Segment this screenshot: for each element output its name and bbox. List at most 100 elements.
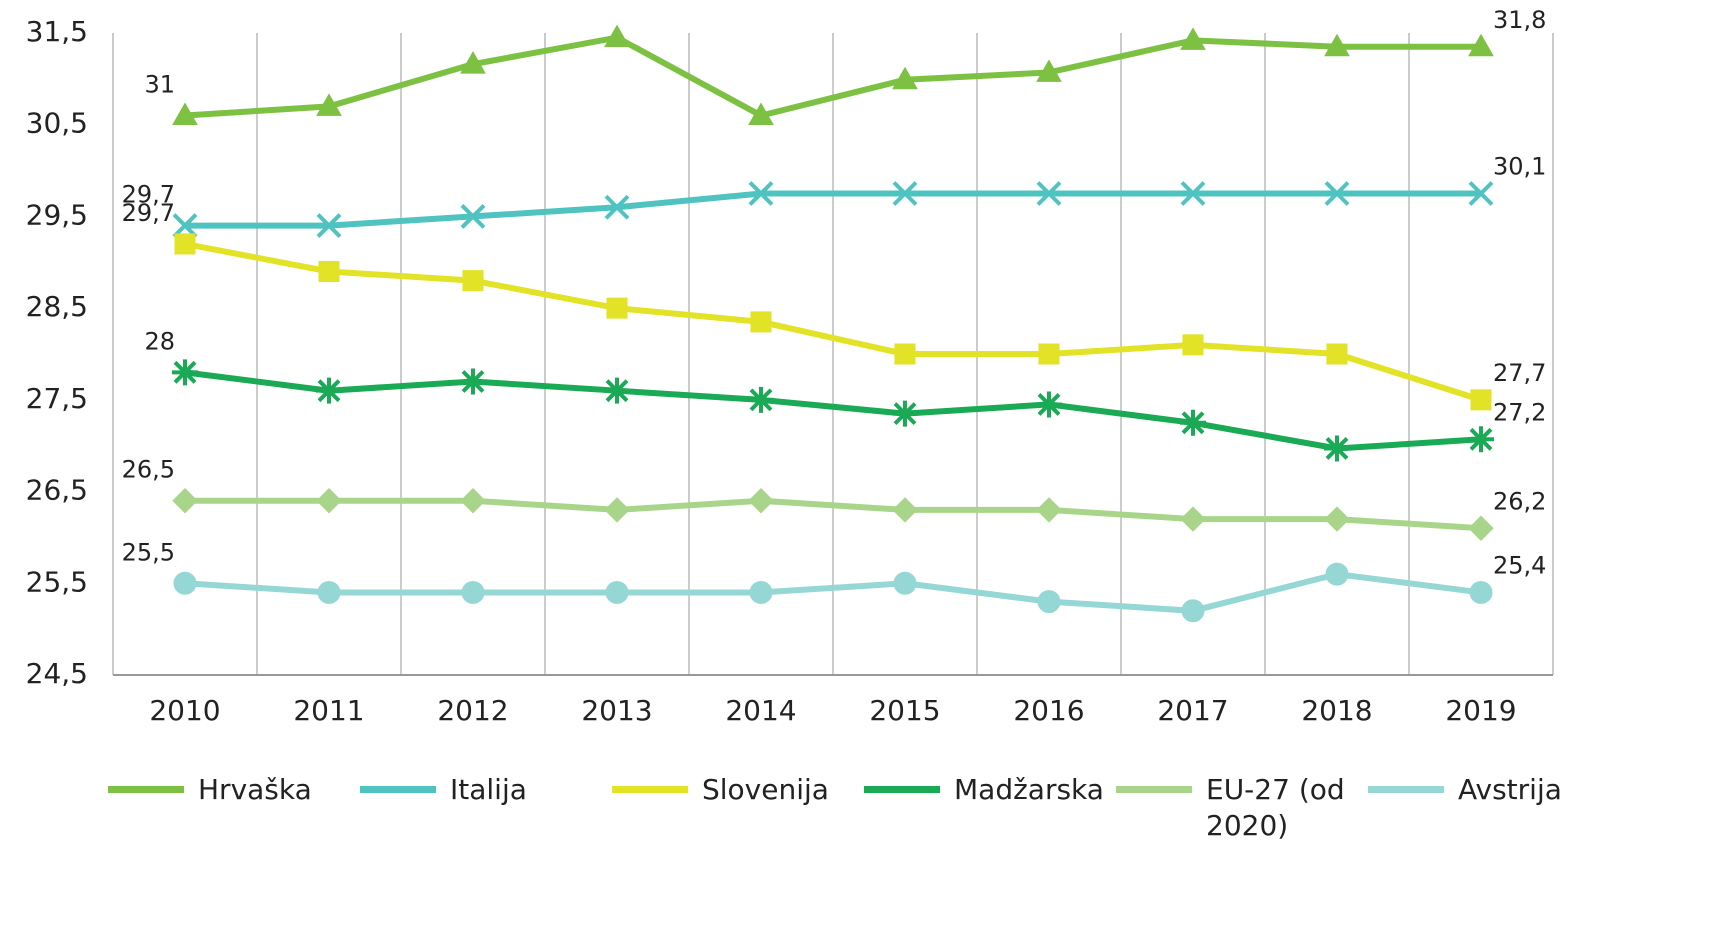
marker: [1468, 181, 1494, 206]
data-annotation: 31,8: [1493, 6, 1546, 34]
legend-label: Hrvaška: [198, 773, 312, 806]
marker: [461, 580, 485, 604]
legend-swatch: [360, 786, 436, 793]
y-tick-label: 25,5: [26, 565, 88, 598]
marker: [316, 213, 342, 239]
x-tick-label: 2010: [149, 694, 220, 727]
marker: [1036, 391, 1062, 418]
marker: [892, 400, 918, 427]
marker: [172, 488, 198, 514]
marker: [749, 580, 773, 604]
data-annotation: 30,1: [1493, 153, 1546, 181]
y-tick-label: 26,5: [26, 474, 88, 507]
legend-item: Madžarska: [864, 772, 1114, 808]
marker: [1036, 181, 1062, 206]
x-tick-label: 2011: [293, 694, 364, 727]
x-tick-label: 2017: [1157, 694, 1228, 727]
marker: [748, 386, 774, 413]
marker: [1180, 181, 1206, 206]
marker: [604, 497, 630, 523]
series-line: [185, 190, 1481, 229]
marker: [462, 270, 484, 292]
marker: [1324, 506, 1350, 532]
y-tick-label: 24,5: [26, 657, 88, 690]
marker: [174, 233, 196, 255]
legend-label: Madžarska: [954, 773, 1104, 806]
marker: [1038, 343, 1060, 365]
x-tick-label: 2016: [1013, 694, 1084, 727]
marker: [892, 181, 918, 206]
marker: [893, 571, 917, 595]
x-tick-label: 2019: [1445, 694, 1516, 727]
marker: [1324, 435, 1350, 462]
legend-label: Italija: [450, 773, 527, 806]
marker: [1469, 580, 1493, 604]
marker: [604, 377, 630, 404]
marker: [1037, 590, 1061, 614]
marker: [1324, 181, 1350, 206]
marker: [318, 260, 340, 282]
data-annotation: 29,7: [122, 181, 175, 209]
marker: [317, 580, 341, 604]
marker: [173, 571, 197, 595]
marker: [605, 580, 629, 604]
x-tick-label: 2013: [581, 694, 652, 727]
y-tick-label: 28,5: [26, 290, 88, 323]
data-annotation: 27,7: [1493, 359, 1546, 387]
data-annotation: 25,5: [122, 538, 175, 566]
series-line: [184, 369, 1482, 452]
marker: [604, 24, 630, 48]
marker: [1470, 389, 1492, 411]
data-annotation: 26,2: [1493, 487, 1546, 515]
marker: [1036, 497, 1062, 523]
x-tick-label: 2018: [1301, 694, 1372, 727]
marker: [1036, 59, 1062, 82]
legend-label: Slovenija: [702, 773, 829, 806]
marker: [172, 359, 198, 386]
legend-label: EU-27 (od 2020): [1206, 773, 1345, 842]
marker: [172, 213, 198, 239]
legend-item: Avstrija: [1368, 772, 1618, 808]
x-tick-label: 2014: [725, 694, 796, 727]
y-tick-label: 30,5: [26, 107, 88, 140]
legend-swatch: [1116, 786, 1192, 793]
marker: [460, 51, 486, 74]
legend-label: Avstrija: [1458, 773, 1562, 806]
legend-swatch: [108, 786, 184, 793]
y-tick-label: 29,5: [26, 198, 88, 231]
y-tick-label: 31,5: [26, 15, 88, 48]
marker: [748, 488, 774, 514]
y-tick-label: 27,5: [26, 382, 88, 415]
marker: [460, 204, 486, 229]
marker: [316, 377, 342, 404]
marker: [892, 66, 918, 90]
data-annotation: 29,7: [122, 199, 175, 227]
marker: [1180, 506, 1206, 532]
x-tick-label: 2015: [869, 694, 940, 727]
marker: [1182, 334, 1204, 356]
marker: [172, 102, 198, 126]
data-annotation: 27,2: [1493, 398, 1546, 426]
data-annotation: 25,4: [1493, 551, 1546, 579]
legend-item: Italija: [360, 772, 610, 808]
marker: [1325, 562, 1349, 586]
data-annotation: 31: [144, 71, 175, 99]
legend-item: Hrvaška: [108, 772, 358, 808]
marker: [1324, 33, 1350, 57]
marker: [1180, 409, 1206, 436]
legend-swatch: [1368, 786, 1444, 793]
marker: [1468, 33, 1494, 57]
marker: [1326, 343, 1348, 365]
marker: [604, 194, 630, 220]
marker: [892, 497, 918, 523]
marker: [1468, 515, 1494, 541]
marker: [316, 488, 342, 514]
marker: [460, 368, 486, 395]
marker: [748, 102, 774, 126]
marker: [1180, 27, 1206, 50]
data-annotation: 26,5: [122, 456, 175, 484]
marker: [316, 93, 342, 116]
series-line: [184, 240, 1482, 403]
